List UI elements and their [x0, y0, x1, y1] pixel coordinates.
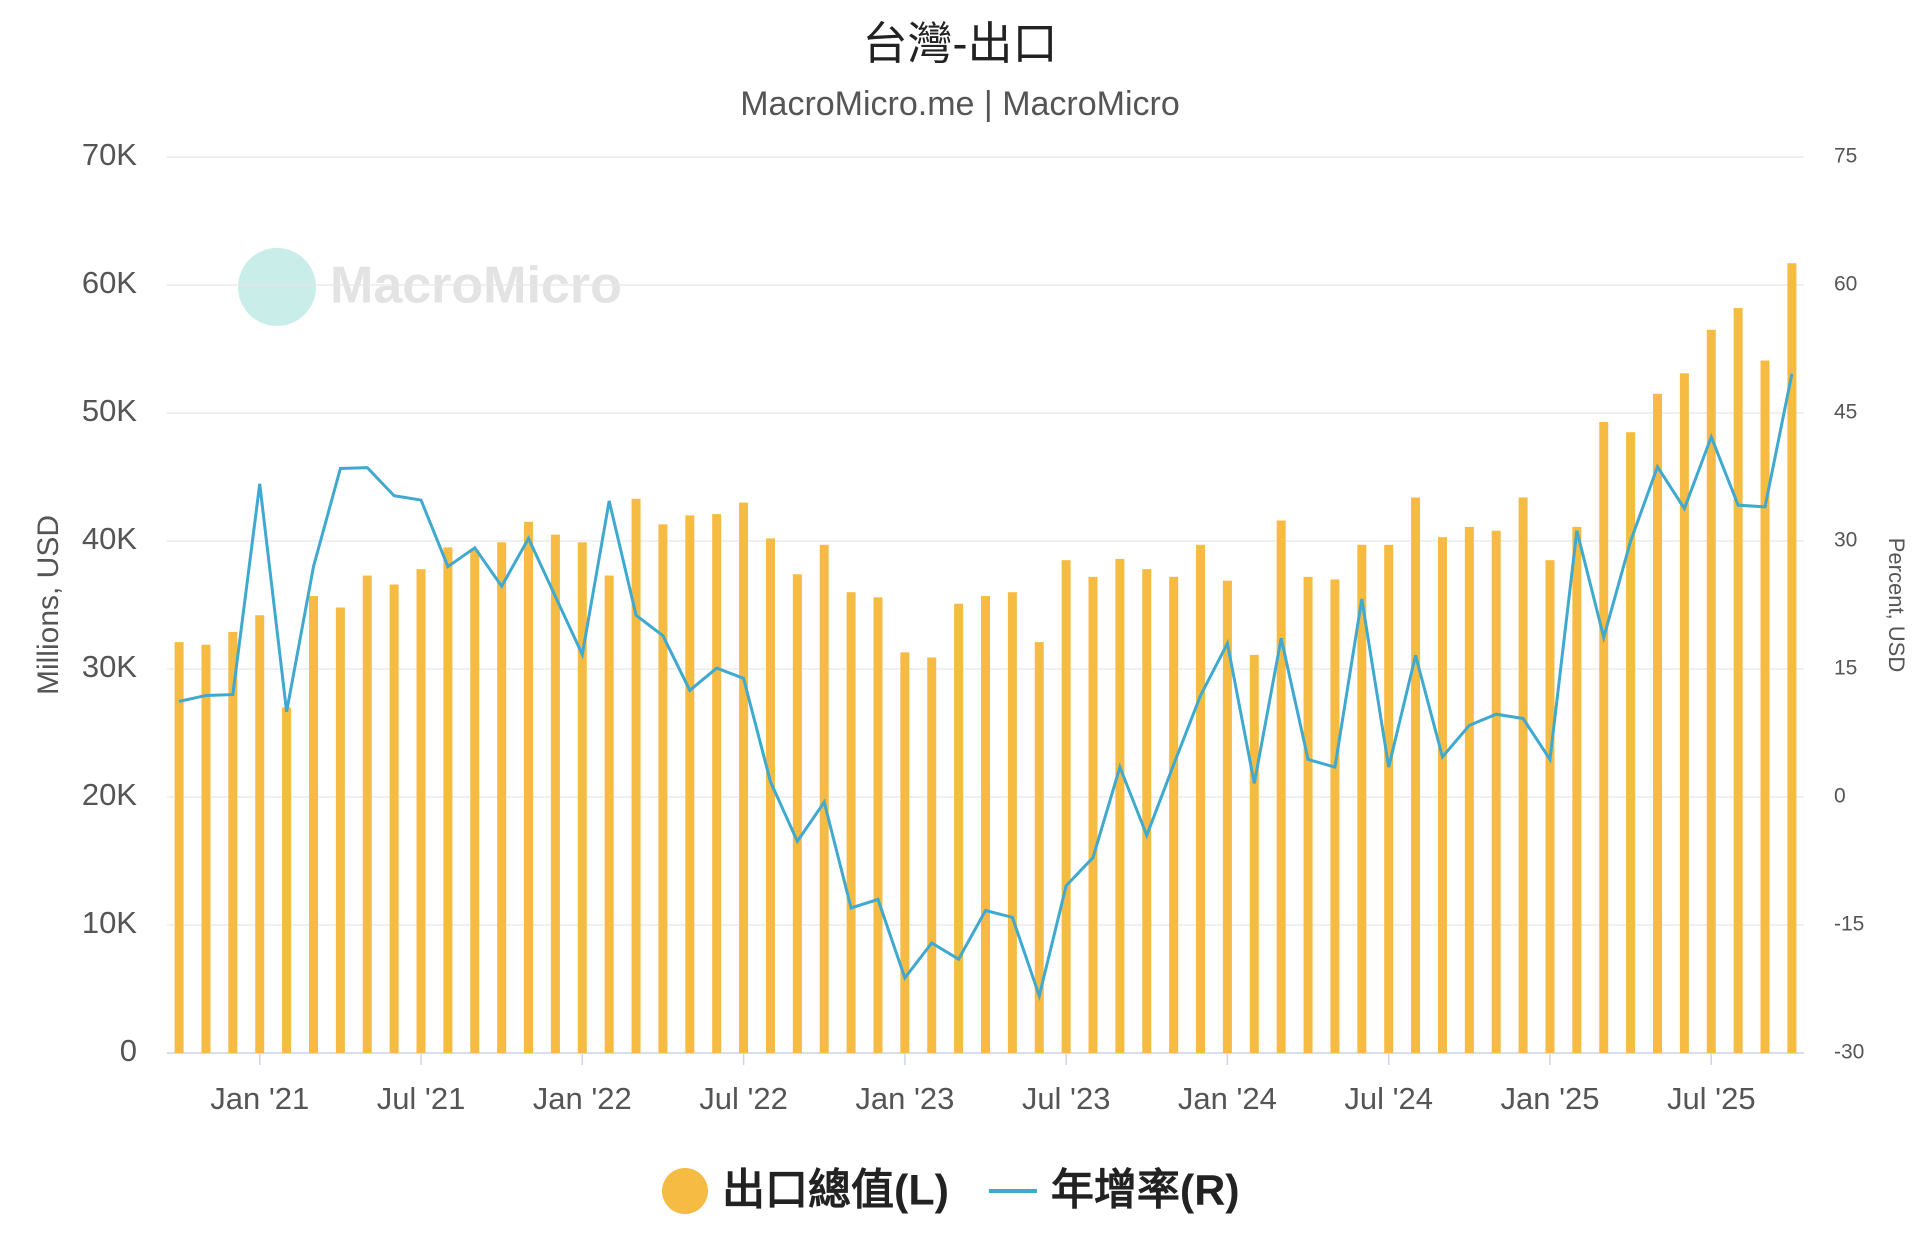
- bar: [1222, 580, 1232, 1053]
- bar: [1653, 393, 1663, 1053]
- bar: [1330, 579, 1340, 1053]
- bar: [927, 657, 937, 1053]
- y-tick-label: 40K: [82, 521, 137, 556]
- bar: [1626, 432, 1636, 1053]
- x-tick-label: Jul '23: [1022, 1081, 1111, 1116]
- y2-tick-label: 60: [1834, 273, 1857, 296]
- bar: [335, 607, 345, 1053]
- bar: [1249, 654, 1259, 1053]
- bar: [470, 549, 480, 1053]
- bar: [1733, 308, 1743, 1053]
- chart-subtitle: MacroMicro.me | MacroMicro: [740, 85, 1180, 123]
- y-tick-label: 0: [120, 1033, 137, 1068]
- bar: [1303, 576, 1313, 1053]
- bar: [1437, 537, 1447, 1053]
- bar: [443, 547, 453, 1053]
- bar: [550, 534, 560, 1053]
- bar: [792, 574, 802, 1053]
- y2-tick-label: 75: [1834, 145, 1857, 168]
- bar: [416, 569, 426, 1053]
- bar: [900, 652, 910, 1053]
- legend-label: 年增率(R): [1051, 1166, 1240, 1214]
- bar: [712, 514, 722, 1053]
- bar: [1545, 560, 1555, 1053]
- bar: [1464, 526, 1474, 1053]
- bar: [873, 597, 883, 1053]
- bar: [819, 544, 829, 1053]
- y-tick-label: 70K: [82, 137, 137, 172]
- bar: [1196, 544, 1206, 1053]
- y-tick-label: 20K: [82, 777, 137, 812]
- y2-tick-label: -15: [1834, 913, 1864, 936]
- bar: [1518, 497, 1528, 1054]
- bar: [604, 575, 614, 1053]
- y-axis-label: Millions, USD: [32, 515, 65, 695]
- bar: [524, 521, 534, 1053]
- bar: [1115, 558, 1125, 1053]
- y2-tick-label: 30: [1834, 529, 1857, 552]
- bar: [954, 603, 964, 1053]
- bar: [1411, 497, 1421, 1054]
- bar: [1706, 329, 1716, 1053]
- bar: [362, 575, 372, 1053]
- bar: [1599, 421, 1609, 1054]
- bar: [1357, 544, 1367, 1053]
- bar: [1491, 530, 1501, 1053]
- x-tick-label: Jan '23: [855, 1081, 954, 1116]
- bar: [685, 515, 695, 1053]
- bar: [228, 631, 238, 1053]
- bar: [1760, 360, 1770, 1053]
- bar: [631, 498, 641, 1053]
- bar: [1169, 576, 1179, 1053]
- bar: [1142, 569, 1152, 1053]
- bar: [981, 596, 990, 1053]
- bar: [765, 538, 775, 1053]
- line: [178, 373, 1794, 1002]
- bar: [846, 592, 856, 1053]
- chart-title: 台灣-出口: [863, 18, 1058, 69]
- bar: [389, 584, 399, 1053]
- bar: [1384, 544, 1394, 1053]
- bar: [1787, 263, 1797, 1053]
- bar: [1007, 592, 1017, 1053]
- bar: [1679, 373, 1689, 1053]
- x-tick-label: Jul '24: [1344, 1081, 1433, 1116]
- x-tick-label: Jul '21: [377, 1081, 466, 1116]
- bar: [255, 615, 265, 1053]
- y2-tick-label: 0: [1834, 785, 1846, 808]
- bar: [308, 596, 318, 1053]
- x-tick-label: Jan '24: [1178, 1081, 1277, 1116]
- y2-tick-label: 45: [1834, 401, 1857, 424]
- x-tick-label: Jan '25: [1500, 1081, 1599, 1116]
- y2-axis-label: Percent, USD: [1884, 538, 1909, 673]
- y-tick-label: 30K: [82, 649, 137, 684]
- bar: [577, 542, 587, 1053]
- watermark-logo: [238, 248, 316, 326]
- bar: [739, 502, 749, 1054]
- x-tick-label: Jul '22: [699, 1081, 788, 1116]
- x-tick-label: Jul '25: [1667, 1081, 1756, 1116]
- bar: [1276, 520, 1286, 1053]
- bar: [1061, 560, 1071, 1053]
- x-tick-label: Jan '22: [533, 1081, 632, 1116]
- y2-tick-label: 15: [1834, 657, 1857, 680]
- y-tick-label: 60K: [82, 265, 137, 300]
- y-tick-label: 50K: [82, 393, 137, 428]
- bar: [1572, 526, 1582, 1053]
- y2-tick-label: -30: [1834, 1041, 1864, 1064]
- legend-symbol: [662, 1168, 708, 1214]
- bar: [1088, 576, 1098, 1053]
- legend-label: 出口總值(L): [722, 1166, 949, 1214]
- bar: [658, 524, 668, 1053]
- bar: [282, 707, 292, 1053]
- x-tick-label: Jan '21: [210, 1081, 309, 1116]
- bar: [1034, 642, 1044, 1053]
- watermark: MacroMicro: [330, 257, 622, 315]
- bar: [201, 644, 211, 1053]
- bar: [174, 642, 184, 1053]
- bar: [497, 542, 507, 1053]
- y-tick-label: 10K: [82, 905, 137, 940]
